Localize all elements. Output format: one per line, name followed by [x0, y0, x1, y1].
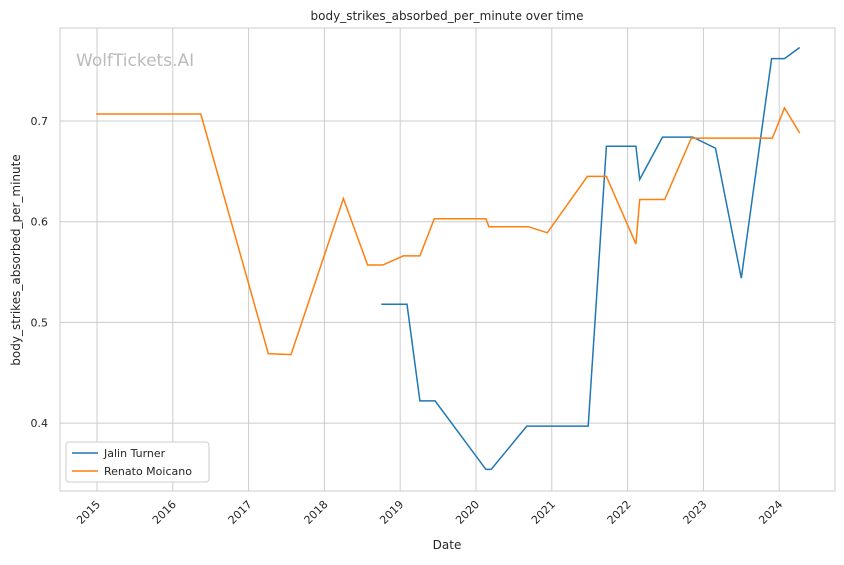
- series-line-jalin-turner: [381, 46, 801, 471]
- x-tick-label: 2017: [226, 498, 255, 527]
- plot-area: [59, 27, 836, 492]
- x-tick-label: 2018: [302, 498, 331, 527]
- y-axis-label: body_strikes_absorbed_per_minute: [9, 154, 23, 365]
- watermark: WolfTickets.AI: [76, 51, 194, 71]
- x-tick-label: 2022: [605, 498, 634, 527]
- x-tick-label: 2024: [756, 498, 785, 527]
- chart-title: body_strikes_absorbed_per_minute over ti…: [311, 9, 584, 23]
- x-tick-label: 2023: [681, 498, 710, 527]
- legend: Jalin Turner Renato Moicano: [65, 441, 210, 483]
- x-axis-label: Date: [433, 538, 462, 552]
- y-tick-label: 0.4: [31, 417, 49, 430]
- legend-label-jalin: Jalin Turner: [103, 447, 166, 460]
- y-tick-label: 0.7: [31, 115, 49, 128]
- x-tick-label: 2021: [529, 498, 558, 527]
- series-line-renato-moicano: [96, 106, 801, 356]
- y-tick-label: 0.5: [31, 316, 49, 329]
- x-tick-label: 2015: [74, 498, 103, 527]
- x-tick-label: 2020: [453, 498, 482, 527]
- legend-label-renato: Renato Moicano: [104, 465, 192, 478]
- x-tick-label: 2019: [377, 498, 406, 527]
- x-tick-label: 2016: [150, 498, 179, 527]
- y-tick-label: 0.6: [31, 216, 49, 229]
